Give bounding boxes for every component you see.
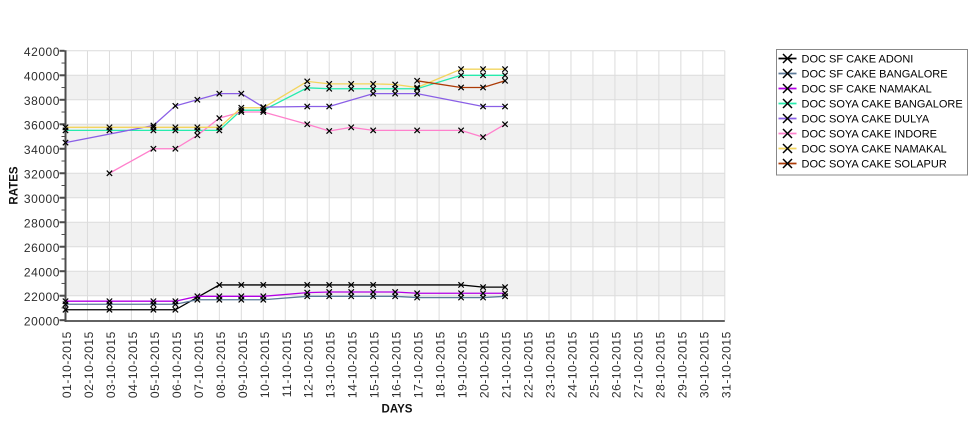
svg-text:28000: 28000: [24, 217, 60, 231]
svg-text:18-10-2015: 18-10-2015: [434, 331, 448, 398]
svg-text:19-10-2015: 19-10-2015: [456, 331, 470, 398]
svg-text:14-10-2015: 14-10-2015: [346, 331, 360, 398]
svg-text:DAYS: DAYS: [382, 404, 413, 416]
svg-text:13-10-2015: 13-10-2015: [324, 331, 338, 398]
svg-text:16-10-2015: 16-10-2015: [390, 331, 404, 398]
svg-text:DOC SF CAKE NAMAKAL: DOC SF CAKE NAMAKAL: [802, 84, 932, 96]
svg-text:28-10-2015: 28-10-2015: [653, 331, 667, 398]
svg-text:32000: 32000: [24, 168, 60, 182]
svg-text:20000: 20000: [24, 315, 60, 329]
svg-text:34000: 34000: [24, 143, 60, 157]
svg-text:11-10-2015: 11-10-2015: [280, 331, 294, 397]
svg-text:29-10-2015: 29-10-2015: [675, 331, 689, 398]
svg-text:22-10-2015: 22-10-2015: [522, 331, 536, 398]
svg-text:DOC SOYA CAKE INDORE: DOC SOYA CAKE INDORE: [802, 129, 938, 141]
svg-text:DOC SOYA CAKE BANGALORE: DOC SOYA CAKE BANGALORE: [802, 99, 963, 111]
svg-text:30000: 30000: [24, 192, 60, 206]
svg-text:DOC SF CAKE BANGALORE: DOC SF CAKE BANGALORE: [802, 69, 948, 81]
svg-text:02-10-2015: 02-10-2015: [82, 331, 96, 398]
svg-text:24-10-2015: 24-10-2015: [565, 331, 579, 398]
svg-text:36000: 36000: [24, 119, 60, 133]
svg-text:24000: 24000: [24, 266, 60, 280]
svg-text:20-10-2015: 20-10-2015: [478, 331, 492, 398]
svg-text:38000: 38000: [24, 94, 60, 108]
svg-text:31-10-2015: 31-10-2015: [719, 331, 733, 398]
svg-text:40000: 40000: [24, 70, 60, 84]
svg-text:DOC SOYA CAKE SOLAPUR: DOC SOYA CAKE SOLAPUR: [802, 159, 947, 171]
svg-text:DOC SF CAKE ADONI: DOC SF CAKE ADONI: [802, 54, 914, 66]
svg-text:17-10-2015: 17-10-2015: [412, 331, 426, 398]
svg-text:22000: 22000: [24, 290, 60, 304]
svg-text:04-10-2015: 04-10-2015: [126, 331, 140, 398]
svg-text:03-10-2015: 03-10-2015: [104, 331, 118, 398]
svg-text:DOC SOYA CAKE NAMAKAL: DOC SOYA CAKE NAMAKAL: [802, 144, 947, 156]
svg-text:12-10-2015: 12-10-2015: [302, 331, 316, 398]
svg-text:09-10-2015: 09-10-2015: [236, 331, 250, 398]
svg-text:07-10-2015: 07-10-2015: [192, 331, 206, 398]
svg-text:21-10-2015: 21-10-2015: [500, 331, 514, 398]
svg-text:08-10-2015: 08-10-2015: [214, 331, 228, 398]
svg-text:42000: 42000: [24, 45, 60, 59]
svg-text:26-10-2015: 26-10-2015: [609, 331, 623, 398]
svg-text:RATES: RATES: [9, 166, 21, 204]
svg-text:06-10-2015: 06-10-2015: [170, 331, 184, 398]
svg-text:05-10-2015: 05-10-2015: [148, 331, 162, 398]
svg-text:27-10-2015: 27-10-2015: [631, 331, 645, 398]
svg-text:15-10-2015: 15-10-2015: [368, 331, 382, 398]
svg-text:10-10-2015: 10-10-2015: [258, 331, 272, 398]
svg-text:23-10-2015: 23-10-2015: [543, 331, 557, 398]
svg-text:26000: 26000: [24, 241, 60, 255]
svg-text:25-10-2015: 25-10-2015: [587, 331, 601, 398]
svg-text:DOC SOYA CAKE DULYA: DOC SOYA CAKE DULYA: [802, 114, 930, 126]
svg-text:01-10-2015: 01-10-2015: [60, 331, 74, 398]
svg-text:30-10-2015: 30-10-2015: [697, 331, 711, 398]
